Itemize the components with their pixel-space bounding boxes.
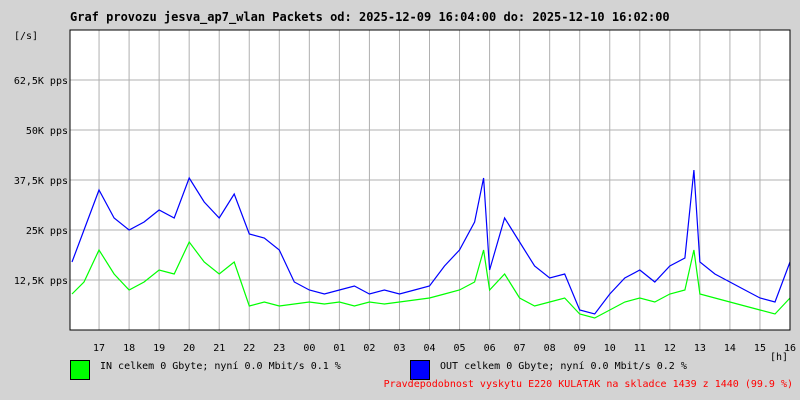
series-line-out: [71, 169, 791, 315]
x-tick-label: 02: [363, 343, 375, 354]
x-tick-label: 16: [784, 343, 796, 354]
x-tick-label: 14: [724, 343, 736, 354]
y-tick-label: 25K pps: [26, 226, 68, 237]
x-tick-label: 21: [213, 343, 225, 354]
legend-out-swatch: [410, 360, 430, 380]
x-axis-unit: [h]: [770, 352, 788, 363]
x-tick-label: 10: [604, 343, 616, 354]
x-tick-label: 23: [273, 343, 285, 354]
legend-in-swatch: [70, 360, 90, 380]
x-tick-label: 00: [303, 343, 315, 354]
y-tick-label: 12,5K pps: [14, 276, 68, 287]
x-tick-label: 08: [544, 343, 556, 354]
x-tick-label: 06: [484, 343, 496, 354]
x-tick-label: 19: [153, 343, 165, 354]
x-tick-label: 12: [664, 343, 676, 354]
footer-note: Pravdepodobnost vyskytu E220 KULATAK na …: [383, 379, 793, 390]
x-tick-label: 22: [243, 343, 255, 354]
x-tick-label: 01: [333, 343, 345, 354]
x-tick-label: 13: [694, 343, 706, 354]
y-tick-label: 50K pps: [26, 126, 68, 137]
x-tick-label: 09: [574, 343, 586, 354]
chart-title: Graf provozu jesva_ap7_wlan Packets od: …: [70, 10, 670, 24]
legend-out-label: OUT celkem 0 Gbyte; nyní 0.0 Mbit/s 0.2 …: [440, 361, 687, 372]
x-tick-label: 07: [514, 343, 526, 354]
y-axis-unit: [/s]: [14, 31, 39, 42]
y-tick-label: 37,5K pps: [14, 176, 68, 187]
plot-frame: [69, 29, 791, 331]
x-tick-label: 05: [454, 343, 466, 354]
x-tick-label: 20: [183, 343, 195, 354]
x-tick-label: 17: [93, 343, 105, 354]
series-line-in: [71, 240, 791, 319]
y-tick-label: 62,5K pps: [14, 76, 68, 87]
legend-in-label: IN celkem 0 Gbyte; nyní 0.0 Mbit/s 0.1 %: [100, 361, 341, 372]
x-tick-label: 11: [634, 343, 646, 354]
x-tick-label: 18: [123, 343, 135, 354]
x-tick-label: 03: [393, 343, 405, 354]
x-tick-label: 15: [754, 343, 766, 354]
x-tick-label: 04: [423, 343, 435, 354]
